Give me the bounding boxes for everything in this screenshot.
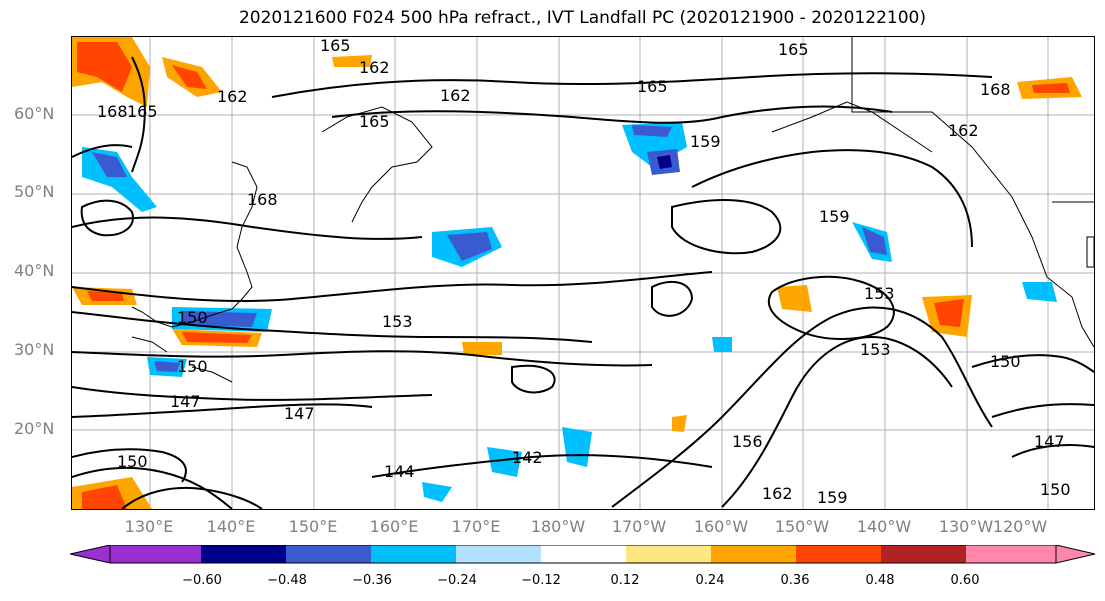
- contour-label: 150: [990, 352, 1021, 371]
- contour-label: 147: [1034, 432, 1065, 451]
- contour-label: 162: [762, 484, 793, 503]
- colorbar-segment: [881, 545, 966, 563]
- contour-label: 168: [980, 80, 1011, 99]
- contour-label: 147: [170, 392, 201, 411]
- contour-label: 150: [177, 357, 208, 376]
- colorbar-tick: 0.60: [950, 573, 980, 588]
- contour-label: 165: [359, 112, 390, 131]
- colorbar-tick: 0.12: [610, 573, 640, 588]
- colorbar-tick: −0.24: [437, 573, 477, 588]
- colorbar-tick: −0.12: [521, 573, 561, 588]
- contour-label: 165: [778, 40, 809, 59]
- contour-label: 153: [864, 284, 895, 303]
- lat-label-20n: 20°N: [14, 419, 55, 438]
- contour-label: 159: [817, 488, 848, 507]
- contour-label: 162: [440, 86, 471, 105]
- lon-label-130w: 130°W: [938, 517, 994, 536]
- colorbar-low-extend: [70, 545, 111, 564]
- colorbar-segment: [626, 545, 711, 563]
- map-panel: 165 162 165 162 165 162 165 159 162 168 …: [71, 36, 1095, 510]
- contour-label: 144: [384, 462, 415, 481]
- lon-label-170e: 170°E: [451, 517, 501, 536]
- refractivity-contours: [72, 56, 1094, 509]
- colorbar-tick: −0.48: [267, 573, 307, 588]
- contour-label: 168: [97, 102, 128, 121]
- map-title: 2020121600 F024 500 hPa refract., IVT La…: [238, 8, 926, 28]
- lon-label-130e: 130°E: [124, 517, 174, 536]
- contour-label: 147: [284, 404, 315, 423]
- contour-label: 165: [127, 102, 158, 121]
- lat-label-30n: 30°N: [14, 340, 55, 359]
- colorbar: [70, 545, 1096, 564]
- lon-label-160w: 160°W: [693, 517, 749, 536]
- contour-label: 162: [217, 87, 248, 106]
- contour-label: 159: [690, 132, 721, 151]
- lon-label-150w: 150°W: [774, 517, 830, 536]
- colorbar-segment: [201, 545, 286, 563]
- contour-labels: 165 162 165 162 165 162 165 159 162 168 …: [97, 37, 1071, 507]
- lon-label-140e: 140°E: [206, 517, 256, 536]
- contour-label: 150: [1040, 480, 1071, 499]
- map-canvas: 165 162 165 162 165 162 165 159 162 168 …: [72, 37, 1094, 509]
- contour-label: 153: [382, 312, 413, 331]
- colorbar-tick: −0.36: [352, 573, 392, 588]
- colorbar-tick: 0.36: [780, 573, 810, 588]
- contour-label: 159: [819, 207, 850, 226]
- shaded-ivt-regions: [72, 37, 1082, 509]
- contour-label: 150: [177, 308, 208, 327]
- lon-label-120w: 120°W: [992, 517, 1048, 536]
- colorbar-high-extend: [1055, 545, 1096, 564]
- colorbar-segment: [541, 545, 626, 563]
- lon-label-140w: 140°W: [856, 517, 912, 536]
- contour-label: 168: [247, 190, 278, 209]
- lon-label-180w: 180°W: [530, 517, 586, 536]
- contour-label: 150: [117, 452, 148, 471]
- colorbar-segment: [110, 545, 201, 563]
- lat-label-40n: 40°N: [14, 261, 55, 280]
- contour-label: 162: [948, 121, 979, 140]
- colorbar-segment: [456, 545, 541, 563]
- colorbar-tick: 0.24: [695, 573, 725, 588]
- colorbar-segment: [796, 545, 881, 563]
- lat-label-60n: 60°N: [14, 104, 55, 123]
- contour-label: 165: [320, 37, 351, 55]
- lon-label-170w: 170°W: [611, 517, 667, 536]
- colorbar-segment: [966, 545, 1056, 563]
- contour-label: 142: [512, 448, 543, 467]
- lon-label-160e: 160°E: [369, 517, 419, 536]
- colorbar-segment: [711, 545, 796, 563]
- lat-label-50n: 50°N: [14, 182, 55, 201]
- contour-label: 153: [860, 340, 891, 359]
- colorbar-segment: [286, 545, 371, 563]
- lon-label-150e: 150°E: [288, 517, 338, 536]
- contour-label: 165: [637, 77, 668, 96]
- colorbar-tick: −0.60: [182, 573, 222, 588]
- contour-label: 162: [359, 58, 390, 77]
- contour-label: 156: [732, 432, 763, 451]
- colorbar-tick: 0.48: [865, 573, 895, 588]
- colorbar-segment: [371, 545, 456, 563]
